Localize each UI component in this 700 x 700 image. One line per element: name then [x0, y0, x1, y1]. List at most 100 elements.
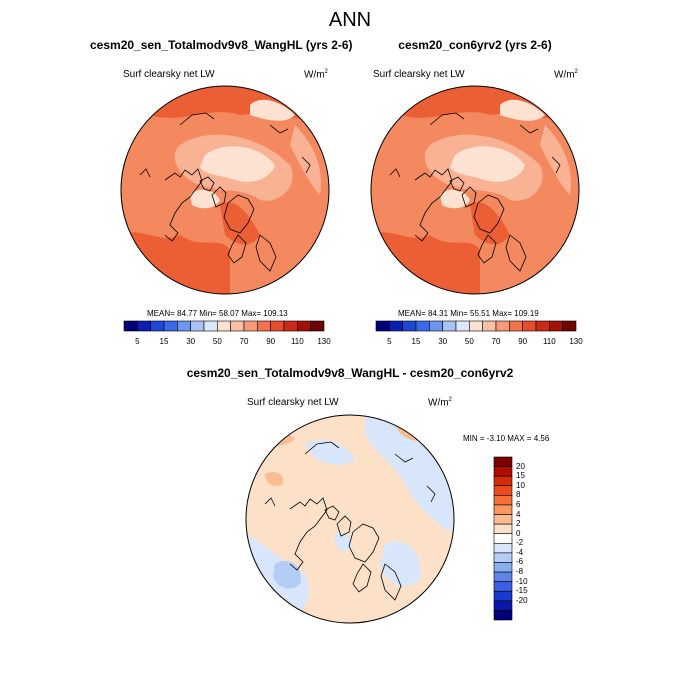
difference-colorbar-swatch [493, 495, 513, 506]
difference-colorbar-tick-label: 6 [516, 499, 521, 509]
panel-1-colorbar-swatch [217, 320, 231, 332]
panel-1-colorbar-tick-label: 90 [266, 337, 276, 346]
difference-colorbar [493, 456, 513, 621]
panel-3-units-label: W/m2 [428, 397, 452, 409]
panel-1-colorbar-tick-label: 50 [212, 337, 222, 346]
panel-1-colorbar-tick-label: 70 [239, 337, 249, 346]
difference-colorbar-swatch [493, 571, 513, 582]
main-title: ANN [328, 9, 372, 31]
panel-1-colorbar [123, 320, 325, 332]
difference-colorbar-swatch [493, 504, 513, 515]
panel-2-map-border [370, 85, 580, 295]
panel-1-map-border [120, 85, 330, 295]
panel-2-colorbar-tick-label: 50 [464, 337, 474, 346]
panel-3-title: cesm20_sen_Totalmodv9v8_WangHL - cesm20_… [186, 366, 514, 380]
panel-3-variable-label: Surf clearsky net LW [247, 397, 339, 408]
panel-2-title: cesm20_con6yrv2 (yrs 2-6) [398, 38, 552, 52]
panel-2-colorbar-swatch [509, 320, 523, 332]
panel-1-colorbar-swatch [257, 320, 271, 332]
panel-1-units-label: W/m2 [304, 69, 328, 81]
difference-colorbar-tick-label: -6 [516, 557, 524, 567]
panel-2-colorbar-swatch [549, 320, 563, 332]
difference-colorbar-swatch [493, 590, 513, 602]
panel-2-stats: MEAN= 84.31 Min= 55.51 Max= 109.19 [398, 309, 539, 318]
panel-2-colorbar-tick-label: 15 [411, 337, 421, 346]
difference-colorbar-swatch [493, 456, 513, 467]
panel-2-units-label: W/m2 [554, 69, 578, 81]
difference-colorbar-swatch [493, 466, 513, 477]
panel-1-colorbar-swatch [297, 320, 311, 332]
panel-2-colorbar-swatch [415, 320, 430, 332]
difference-colorbar-tick-label: -20 [516, 595, 528, 605]
difference-colorbar-swatch [493, 552, 513, 563]
panel-2-colorbar-swatch [442, 320, 457, 332]
panel-2-coastlines [389, 112, 561, 272]
difference-colorbar-swatch [493, 485, 513, 496]
panel-1-polar-map [120, 85, 330, 295]
panel-1-colorbar-swatch [310, 320, 325, 332]
panel-2-colorbar-swatch [535, 320, 550, 332]
panel-2-map-fill [371, 86, 579, 294]
panel-2-colorbar [375, 320, 577, 332]
difference-colorbar-swatch [493, 562, 513, 573]
difference-colorbar-swatch [493, 581, 513, 592]
difference-colorbar-tick-label: 10 [516, 480, 525, 490]
difference-colorbar-tick-label: -10 [516, 576, 528, 586]
difference-colorbar-swatch [493, 600, 513, 611]
panel-2-colorbar-swatch [455, 320, 470, 332]
panel-2-colorbar-swatch [482, 320, 497, 332]
panel-3-difference-map [245, 414, 455, 624]
panel-1-colorbar-swatch [150, 320, 165, 332]
difference-colorbar-tick-label: -4 [516, 547, 524, 557]
panel-1-colorbar-tick-label: 130 [317, 337, 331, 346]
panel-2-colorbar-tick-label: 90 [518, 337, 528, 346]
difference-colorbar-labels: 20 15 10 8 6 4 2 0 -2 -4 -6 -8 -10 -15 -20 [516, 457, 546, 620]
difference-colorbar-tick-label: -2 [516, 538, 524, 548]
difference-colorbar-tick-label: 2 [516, 519, 521, 529]
panel-1-colorbar-swatch [243, 320, 258, 332]
difference-colorbar-tick-label: -15 [516, 586, 528, 596]
panel-3-stats: MIN = -3.10 MAX = 4.56 [463, 434, 550, 443]
panel-2-colorbar-labels: 5 15 30 50 70 90 110 130 [376, 337, 583, 349]
panel-1-colorbar-swatch [203, 320, 218, 332]
difference-colorbar-swatch [493, 610, 513, 621]
panel-1-colorbar-swatch [163, 320, 178, 332]
panel-1-colorbar-swatch [230, 320, 245, 332]
panel-2-colorbar-tick-label: 110 [542, 337, 556, 346]
panel-1-colorbar-swatch [137, 320, 151, 332]
panel-2-variable-label: Surf clearsky net LW [373, 69, 465, 80]
difference-colorbar-tick-label: 0 [516, 528, 521, 538]
panel-1-colorbar-tick-label: 30 [186, 337, 196, 346]
panel-1-colorbar-swatch [123, 320, 138, 332]
panel-2-colorbar-tick-label: 130 [569, 337, 583, 346]
panel-1-title: cesm20_sen_Totalmodv9v8_WangHL (yrs 2-6) [90, 38, 353, 52]
panel-2-colorbar-tick-label: 30 [438, 337, 448, 346]
panel-2-colorbar-swatch [469, 320, 483, 332]
panel-1-stats: MEAN= 84.77 Min= 58.07 Max= 109.13 [147, 309, 288, 318]
difference-colorbar-tick-label: 8 [516, 490, 521, 500]
panel-2-colorbar-swatch [375, 320, 390, 332]
difference-colorbar-tick-label: 4 [516, 509, 521, 519]
panel-1-colorbar-labels: 5 15 30 50 70 90 110 130 [124, 337, 331, 349]
panel-1-coastlines [139, 112, 311, 272]
difference-colorbar-tick-label: 15 [516, 471, 525, 481]
difference-colorbar-swatch [493, 523, 513, 535]
difference-colorbar-swatch [493, 542, 513, 554]
panel-3-map-fill [246, 415, 454, 623]
panel-1-colorbar-swatch [270, 320, 285, 332]
panel-2-colorbar-swatch [495, 320, 510, 332]
panel-3-coastlines [264, 441, 436, 601]
panel-1-variable-label: Surf clearsky net LW [123, 69, 215, 80]
panel-2-colorbar-tick-label: 5 [387, 337, 392, 346]
difference-colorbar-tick-label: -8 [516, 567, 524, 577]
panel-2-colorbar-swatch [562, 320, 577, 332]
panel-2-colorbar-tick-label: 70 [491, 337, 501, 346]
panel-2-colorbar-swatch [429, 320, 443, 332]
panel-1-colorbar-tick-label: 110 [290, 337, 304, 346]
panel-3-map-border [245, 414, 455, 624]
panel-1-colorbar-swatch [283, 320, 298, 332]
difference-colorbar-swatch [493, 475, 513, 487]
panel-2-colorbar-swatch [522, 320, 537, 332]
panel-1-colorbar-swatch [177, 320, 191, 332]
difference-colorbar-swatch [493, 533, 513, 544]
